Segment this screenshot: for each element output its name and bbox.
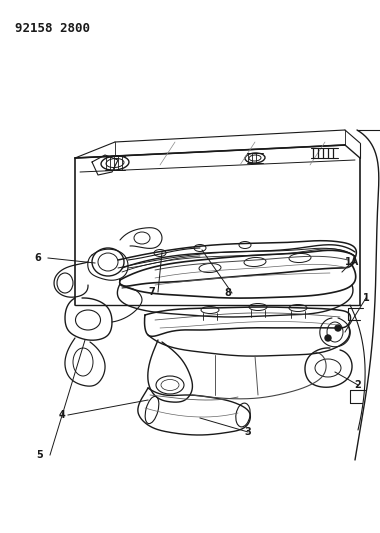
Text: 4: 4 [59,410,65,420]
Text: 6: 6 [35,253,41,263]
Text: 1: 1 [363,293,369,303]
Text: 3: 3 [245,427,252,437]
Circle shape [335,325,341,331]
Text: 8: 8 [225,288,231,298]
Circle shape [325,335,331,341]
Text: 92158 2800: 92158 2800 [15,22,90,35]
Text: 2: 2 [355,380,361,390]
Text: 7: 7 [149,287,155,297]
Text: 5: 5 [36,450,43,460]
Text: 1A: 1A [345,257,359,267]
